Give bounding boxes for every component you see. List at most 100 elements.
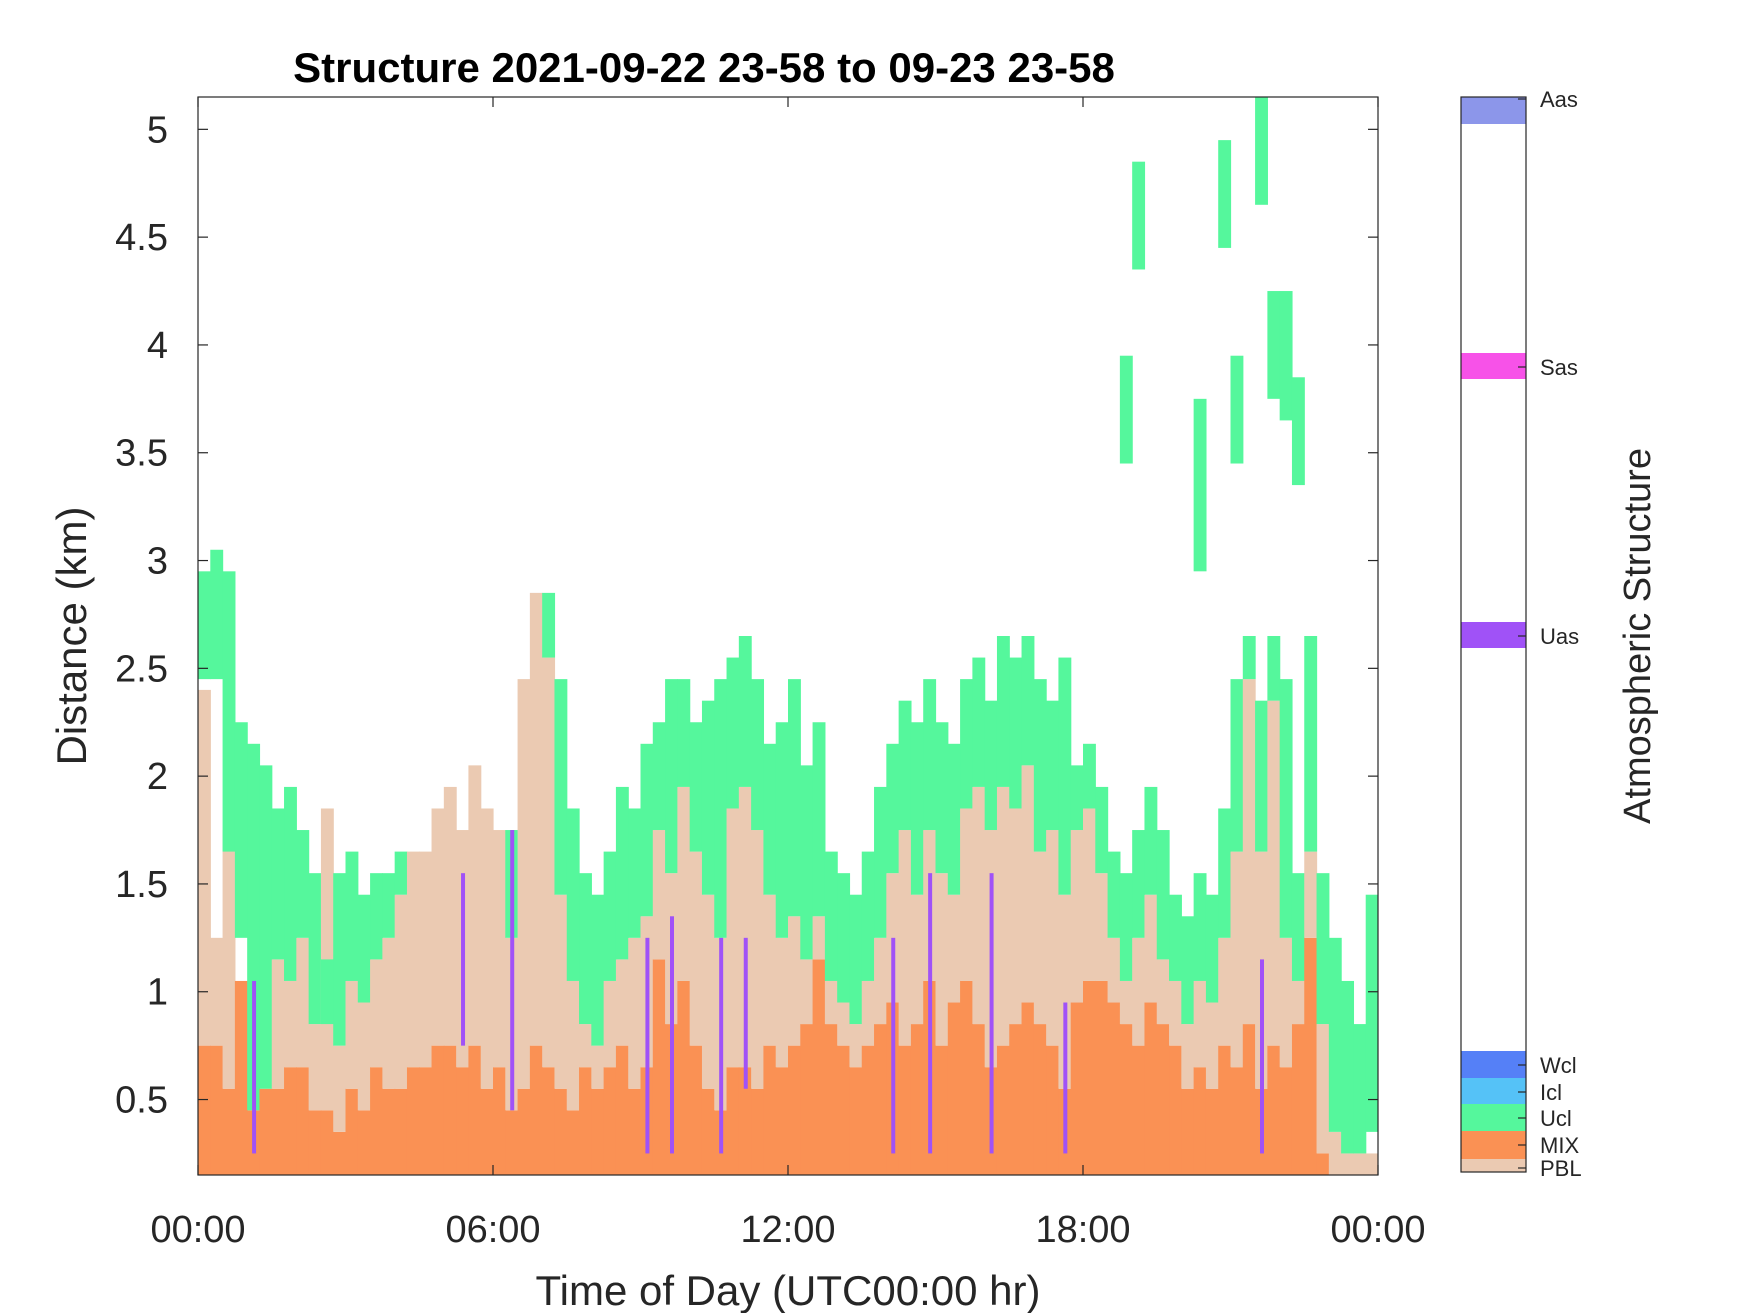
ucl-cell [1070, 765, 1084, 831]
pbl-cell [566, 980, 580, 1111]
pbl-cell [1205, 1002, 1219, 1089]
pbl-cell [406, 851, 420, 1068]
pbl-cell [1267, 700, 1281, 1046]
mix-cell [468, 1045, 482, 1175]
mix-cell [259, 1088, 273, 1175]
pbl-cell [296, 937, 310, 1068]
pbl-cell [284, 980, 297, 1068]
ucl-cell [247, 743, 261, 1111]
pbl-cell [788, 916, 801, 1046]
mix-cell [824, 1024, 838, 1175]
pbl-cell [320, 808, 334, 1111]
pbl-cell [542, 657, 556, 1068]
ucl-cell [640, 743, 654, 917]
mix-cell [1156, 1024, 1170, 1175]
pbl-cell [738, 786, 752, 1068]
ucl-cell [1291, 377, 1305, 486]
mix-cell [554, 1088, 568, 1175]
pbl-cell [1279, 937, 1293, 1068]
pbl-cell [198, 689, 211, 1046]
ucl-cell [222, 571, 236, 852]
ucl-cell [1242, 636, 1256, 680]
pbl-cell [603, 980, 617, 1068]
colorbar-label-mix: MIX [1540, 1133, 1579, 1158]
pbl-cell [849, 1024, 863, 1068]
ucl-cell [1218, 140, 1232, 248]
mix-cell [1205, 1088, 1219, 1175]
mix-cell [320, 1110, 334, 1175]
ucl-cell [849, 894, 863, 1025]
ucl-cell [1365, 894, 1378, 1132]
mix-cell [726, 1067, 740, 1175]
pbl-cell [874, 937, 887, 1025]
pbl-cell [935, 873, 949, 1046]
mix-cell [296, 1067, 310, 1175]
pbl-cell [480, 808, 494, 1089]
pbl-cell [1181, 1024, 1195, 1089]
mix-cell [517, 1088, 531, 1175]
x-tick-label: 00:00 [150, 1209, 245, 1251]
chart-title: Structure 2021-09-22 23-58 to 09-23 23-5… [293, 44, 1115, 91]
ucl-cell [1095, 786, 1109, 874]
mix-cell [222, 1088, 236, 1175]
mix-cell [1193, 1067, 1207, 1175]
mix-cell [566, 1110, 580, 1175]
pbl-cell [1304, 851, 1318, 938]
mix-cell [308, 1110, 322, 1175]
pbl-cell [1107, 937, 1121, 1003]
ucl-cell [652, 722, 666, 831]
pbl-cell [652, 830, 666, 960]
colorbar-band-sas [1461, 353, 1526, 379]
ucl-cell [1304, 636, 1318, 852]
mix-cell [591, 1088, 605, 1175]
ucl-cell [1230, 355, 1244, 464]
mix-cell [1107, 1002, 1121, 1175]
pbl-cell [996, 786, 1010, 1046]
pbl-cell [947, 894, 961, 1003]
pbl-cell [751, 830, 765, 1089]
mix-cell [960, 980, 973, 1175]
uas-cell [719, 937, 724, 1154]
pbl-cell [1095, 873, 1109, 981]
mix-cell [1009, 1024, 1023, 1175]
ucl-cell [923, 679, 937, 831]
ucl-cell [1255, 97, 1268, 205]
ucl-cell [788, 679, 801, 917]
pbl-cell [1328, 1131, 1342, 1175]
ucl-cell [357, 894, 371, 1003]
mix-cell [1046, 1045, 1060, 1175]
ucl-cell [726, 657, 740, 809]
mix-cell [456, 1067, 470, 1175]
ucl-cell [198, 571, 211, 680]
plot-area [197, 96, 1379, 1176]
ucl-cell [210, 549, 224, 680]
mix-cell [1021, 1002, 1035, 1175]
mix-cell [382, 1088, 396, 1175]
ucl-cell [812, 722, 826, 917]
mix-cell [1291, 1024, 1305, 1175]
mix-cell [837, 1045, 851, 1175]
mix-cell [406, 1067, 420, 1175]
ucl-cell [394, 851, 408, 895]
mix-cell [579, 1067, 592, 1175]
mix-cell [210, 1045, 224, 1175]
mix-cell [234, 980, 248, 1175]
ucl-cell [345, 851, 359, 981]
mix-cell [763, 1045, 777, 1175]
pbl-cell [443, 786, 457, 1046]
ucl-cell [874, 786, 887, 938]
pbl-cell [628, 937, 642, 1089]
ucl-cell [1107, 851, 1121, 938]
ucl-cell [910, 722, 924, 895]
ucl-cell [1156, 830, 1170, 960]
mix-cell [751, 1088, 765, 1175]
ucl-cell [1267, 636, 1281, 701]
pbl-cell [775, 937, 789, 1068]
pbl-cell [800, 959, 814, 1025]
ucl-cell [996, 636, 1010, 787]
ucl-cell [1132, 161, 1146, 270]
ucl-cell [751, 679, 765, 831]
ucl-cell [898, 700, 912, 831]
colorbar-label-aas: Aas [1540, 87, 1578, 112]
pbl-cell [1365, 1153, 1378, 1175]
